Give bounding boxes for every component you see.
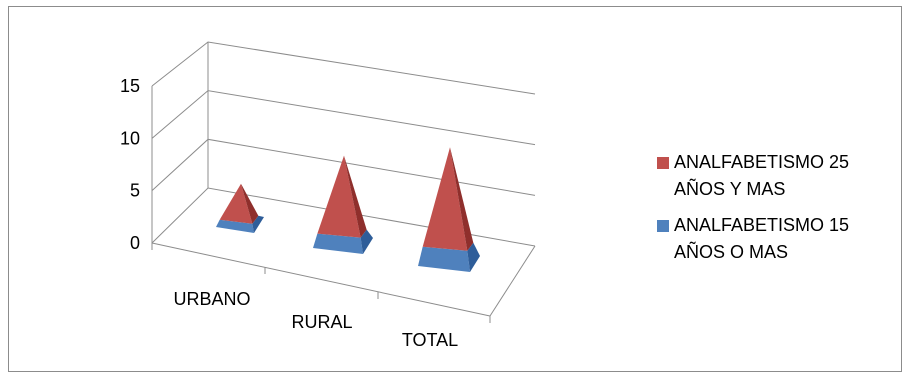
bar-segment-1 <box>422 147 468 251</box>
y-tick-label: 5 <box>130 181 140 201</box>
bar-segment-side-0 <box>467 242 480 272</box>
category-label: URBANO <box>173 289 250 309</box>
bar-segment-side-1 <box>450 147 474 251</box>
legend-label: ANALFABETISMO 15 <box>674 215 849 235</box>
y-tick-label: 15 <box>120 76 140 96</box>
bar-segment-0 <box>418 246 470 272</box>
floor-right-edge <box>489 245 536 317</box>
bar-segment-1 <box>317 155 361 238</box>
bar-segment-1 <box>219 183 253 224</box>
x-axis-line <box>151 242 491 317</box>
y-tick-label: 10 <box>120 128 140 148</box>
bar-segment-side-1 <box>344 155 367 238</box>
legend-label: AÑOS O MAS <box>674 241 788 262</box>
gridline <box>151 41 536 95</box>
bar-segment-0 <box>313 233 363 254</box>
plot-area: 0 5 10 15 URBANO RURAL TOTAL <box>120 41 536 350</box>
bar-segment-side-1 <box>241 183 259 224</box>
legend-label: AÑOS Y MAS <box>674 178 785 199</box>
legend-swatch <box>657 220 669 232</box>
bar-segment-0 <box>216 219 254 233</box>
bar-segment-side-0 <box>252 215 264 233</box>
legend-label: ANALFABETISMO 25 <box>674 152 849 172</box>
legend-swatch <box>657 157 669 169</box>
category-label: RURAL <box>291 312 352 332</box>
bar-segment-side-0 <box>360 229 373 254</box>
y-tick-label: 0 <box>130 233 140 253</box>
category-label: TOTAL <box>402 330 458 350</box>
gridline <box>151 90 536 146</box>
